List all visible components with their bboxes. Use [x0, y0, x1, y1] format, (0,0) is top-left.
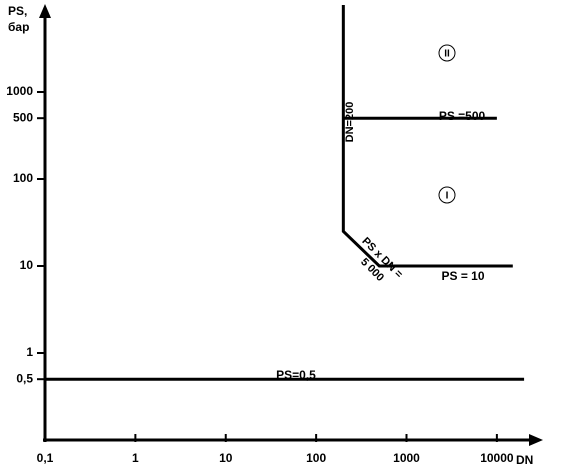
region-marker [438, 44, 456, 62]
y-axis-label: PS, [8, 4, 27, 18]
region-marker [438, 186, 456, 204]
y-axis-arrow [39, 4, 51, 18]
x-tick-label: 10 [219, 451, 233, 465]
annotation: PS = 10 [441, 269, 484, 283]
x-tick-label: 10000 [480, 451, 514, 465]
region-label: II [444, 49, 450, 60]
x-axis-label: DN [516, 453, 533, 467]
y-tick-label: 1000 [6, 84, 33, 98]
x-tick-label: 100 [306, 451, 326, 465]
annotation: PS=0,5 [276, 368, 316, 382]
x-tick-label: 1000 [393, 451, 420, 465]
y-tick-label: 10 [20, 258, 34, 272]
annotation: DN=200 [344, 102, 356, 143]
y-tick-label: 1 [26, 345, 33, 359]
y-tick-label: 0,5 [16, 371, 33, 385]
region-label: I [446, 191, 449, 202]
annotation: PS =500 [439, 109, 486, 123]
x-axis-arrow [529, 434, 543, 446]
y-tick-label: 500 [13, 110, 33, 124]
y-axis-label: бар [8, 20, 29, 34]
y-tick-label: 100 [13, 171, 33, 185]
x-tick-label: 0,1 [37, 451, 54, 465]
x-tick-label: 1 [132, 451, 139, 465]
